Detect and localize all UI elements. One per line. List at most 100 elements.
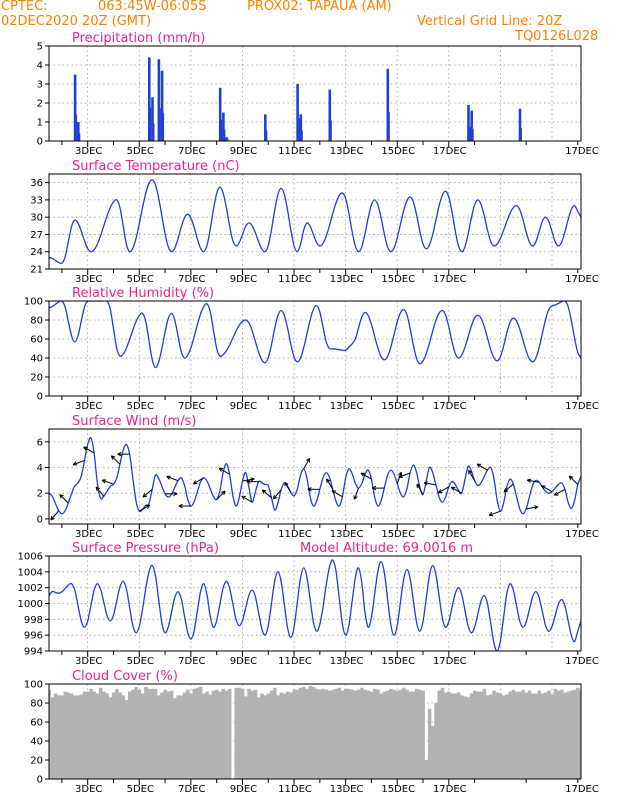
cloud-bar [505, 694, 509, 779]
wind-arrow [72, 459, 85, 466]
cloud-bar [302, 686, 306, 779]
x-tick-label: 17DEC [433, 401, 467, 412]
cloud-bar [121, 695, 126, 779]
x-tick-label: 7DEC [178, 401, 205, 412]
y-tick-label: 2 [37, 489, 43, 500]
wind-arrow [192, 477, 205, 485]
cloud-bar [260, 693, 264, 779]
x-tick-label: 9DEC [230, 146, 257, 157]
cloud-bar [279, 692, 284, 779]
cloud-bar [395, 690, 400, 779]
wind-arrow [178, 503, 191, 509]
wind-arrow [423, 481, 436, 486]
wind-arrow [372, 485, 385, 491]
cloud-bar [169, 690, 174, 779]
y-tick-label: 20 [30, 373, 43, 384]
cloud-bar [289, 692, 293, 779]
y-tick-label: 6 [37, 437, 43, 448]
x-tick-label: 5DEC [127, 784, 154, 795]
temperature-line [49, 179, 581, 265]
wind-arrow [360, 472, 372, 480]
cloud-bar [160, 692, 164, 779]
pressure-plot-area [49, 556, 581, 651]
x-tick-label: 15DEC [381, 401, 415, 412]
precip-bar [160, 70, 164, 141]
wind-arrow [398, 472, 411, 478]
cloud-bar [234, 687, 238, 779]
cloud-bar [531, 693, 535, 779]
y-tick-label: 40 [30, 354, 43, 365]
cloud-bar [456, 692, 461, 779]
precip-bar [218, 87, 222, 141]
cloud-bar [398, 689, 403, 779]
wind-arrow [139, 504, 151, 512]
wind-arrow [416, 483, 424, 495]
cloud-bar [553, 688, 558, 779]
x-tick-label: 3DEC [75, 656, 102, 667]
x-tick-label: 11DEC [278, 146, 312, 157]
cloud-bar [318, 689, 322, 779]
cloud-bar [247, 688, 251, 779]
wind-frame [48, 428, 582, 525]
wind-arrow [450, 486, 462, 494]
cloud-bar [150, 688, 155, 779]
precip-bar [73, 74, 77, 141]
cloud-bar [50, 697, 55, 779]
x-tick-label: 5DEC [127, 401, 154, 412]
y-tick-label: 996 [24, 631, 43, 642]
cloud-bar [182, 692, 187, 779]
cloud-bar [285, 691, 290, 779]
cloud-bar [366, 690, 371, 779]
y-tick-label: 20 [30, 756, 43, 767]
x-tick-label: 17DEC [565, 656, 599, 667]
cloud-bar [95, 693, 100, 779]
model-altitude-annotation: Model Altitude: 69.0016 m [300, 541, 473, 556]
y-tick-label: 1004 [18, 567, 43, 578]
cloud-bar [421, 690, 425, 779]
cloud-bar [127, 691, 132, 779]
cloud-bar [382, 691, 387, 779]
y-tick-label: 0 [37, 775, 43, 786]
x-tick-label: 15DEC [381, 656, 415, 667]
cloud-bar [321, 688, 325, 779]
wind-line [49, 437, 581, 515]
humidity-plot-area [49, 301, 581, 396]
x-tick-label: 9DEC [230, 529, 257, 540]
x-tick-label: 3DEC [75, 529, 102, 540]
cloud-bar [63, 691, 68, 779]
x-tick-label: 13DEC [330, 146, 364, 157]
wind-arrow [554, 488, 566, 496]
wind-arrow [272, 489, 282, 500]
cloud-bar [163, 689, 167, 779]
x-tick-label: 9DEC [230, 401, 257, 412]
cloud-bar [53, 693, 58, 779]
cloud-bar [266, 693, 271, 779]
cloud-bar [405, 689, 409, 779]
cloud-bar [424, 760, 429, 779]
cloud-bar [543, 692, 548, 779]
cloud-bar [485, 695, 490, 779]
cloud-bar [144, 686, 148, 779]
cloud-bar [379, 693, 383, 779]
x-tick-label: 5DEC [127, 529, 154, 540]
x-tick-label: 17DEC [565, 274, 599, 285]
cloud-bar [140, 693, 145, 779]
precip-bar-tail [224, 129, 226, 141]
cloud-bar [434, 703, 438, 779]
y-tick-label: 5 [37, 42, 43, 53]
cloud-bar [414, 688, 419, 779]
cloud-bar [198, 686, 203, 779]
precipitation-plot-area [49, 46, 581, 141]
x-tick-label: 11DEC [278, 784, 312, 795]
x-tick-label: 5DEC [127, 146, 154, 157]
cloud-bar [315, 688, 319, 779]
x-tick-label: 15DEC [381, 146, 415, 157]
cloud-bar [153, 688, 158, 779]
cloud-bar [192, 688, 196, 779]
cloud-bar [244, 696, 248, 779]
cloud-bar [60, 695, 64, 779]
cloud-bar [344, 688, 348, 779]
header-station: PROX02: TAPAUA (AM) [247, 0, 392, 14]
precip-bar-tail [153, 123, 155, 141]
